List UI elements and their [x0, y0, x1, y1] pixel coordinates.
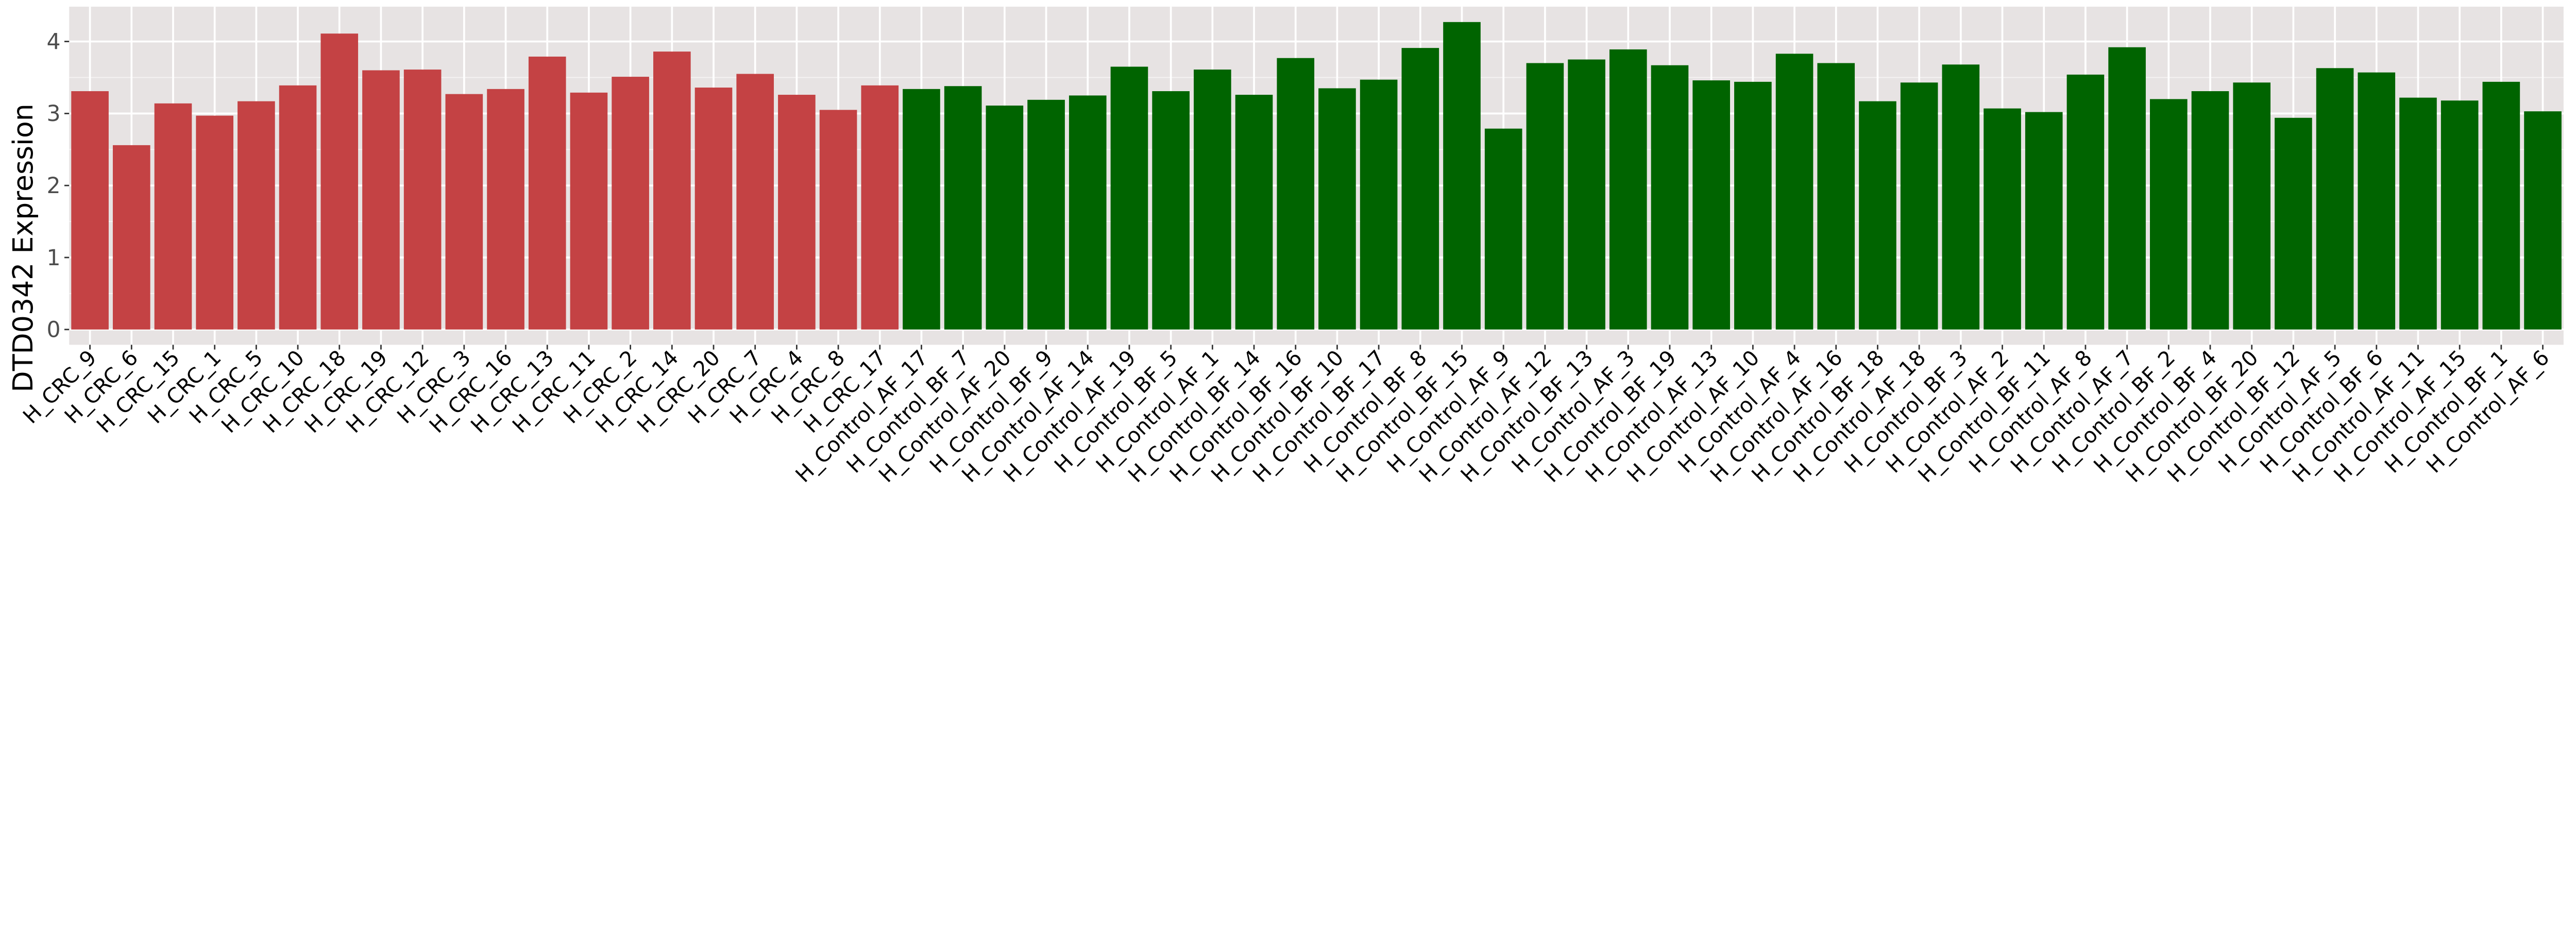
y-axis-label: DTD0342 Expression [7, 104, 39, 392]
bar-H_Control_AF_13 [1692, 80, 1730, 330]
bar-H_Control_BF_10 [1318, 88, 1356, 330]
bar-H_CRC_8 [819, 110, 857, 330]
bar-H_CRC_13 [528, 56, 566, 330]
bar-H_Control_AF_20 [986, 105, 1024, 330]
bar-H_Control_AF_14 [1069, 95, 1107, 330]
bar-H_CRC_19 [362, 70, 400, 330]
bar-H_Control_AF_11 [2399, 97, 2437, 330]
bar-H_CRC_4 [778, 95, 816, 330]
bar-H_Control_BF_1 [2482, 81, 2520, 330]
bar-H_CRC_2 [612, 77, 649, 330]
bar-H_Control_AF_8 [2066, 74, 2105, 330]
bar-H_Control_BF_9 [1027, 99, 1065, 330]
bar-H_Control_BF_4 [2191, 91, 2229, 330]
bar-H_Control_BF_19 [1651, 65, 1689, 330]
bar-H_Control_BF_14 [1235, 95, 1273, 330]
bar-H_Control_BF_5 [1152, 91, 1190, 330]
bar-H_CRC_16 [487, 89, 524, 330]
bar-H_Control_AF_6 [2524, 111, 2562, 330]
bar-H_CRC_14 [653, 52, 691, 330]
bar-H_Control_AF_4 [1775, 54, 1814, 330]
bar-H_Control_BF_12 [2275, 117, 2312, 330]
y-tick-label: 0 [46, 317, 60, 343]
bar-H_Control_AF_7 [2108, 47, 2146, 330]
bar-H_Control_BF_17 [1360, 79, 1398, 330]
x-axis: H_CRC_9H_CRC_6H_CRC_15H_CRC_1H_CRC_5H_CR… [18, 345, 2554, 487]
bar-H_CRC_3 [445, 94, 483, 330]
bar-H_CRC_1 [196, 115, 233, 330]
bar-chart: 0 1 2 3 4 H_CRC_9H_CRC_6H_CRC_15H_CRC_1H_CRC… [7, 6, 2564, 487]
bars [71, 22, 2562, 330]
bar-H_Control_AF_5 [2316, 68, 2354, 330]
bar-H_CRC_11 [570, 92, 608, 330]
bar-H_CRC_12 [403, 70, 442, 330]
y-tick-label: 2 [46, 173, 60, 199]
bar-H_Control_BF_13 [1568, 59, 1605, 330]
bar-H_CRC_17 [861, 85, 899, 330]
bar-H_Control_BF_8 [1401, 48, 1439, 330]
bar-H_Control_BF_16 [1277, 58, 1315, 330]
bar-H_Control_AF_19 [1110, 66, 1148, 330]
y-tick-label: 1 [46, 245, 60, 271]
bar-H_Control_AF_12 [1526, 63, 1564, 330]
bar-H_CRC_6 [112, 145, 150, 330]
bar-H_Control_AF_16 [1817, 63, 1855, 330]
bar-H_Control_AF_10 [1734, 81, 1772, 330]
bar-H_Control_AF_2 [1984, 108, 2021, 330]
bar-H_Control_BF_18 [1859, 101, 1896, 330]
y-tick-label: 4 [46, 29, 60, 55]
bar-H_CRC_7 [736, 74, 774, 330]
bar-H_CRC_9 [71, 91, 109, 330]
bar-H_CRC_20 [694, 88, 733, 330]
plot-panel [69, 6, 2564, 345]
bar-H_CRC_5 [238, 101, 275, 330]
bar-H_Control_AF_18 [1900, 82, 1938, 330]
y-axis: 0 1 2 3 4 [46, 29, 70, 343]
bar-H_Control_BF_3 [1942, 64, 1980, 330]
bar-H_Control_AF_3 [1609, 49, 1647, 330]
bar-H_CRC_10 [279, 85, 317, 330]
y-tick-label: 3 [46, 101, 60, 127]
bar-H_Control_AF_9 [1484, 128, 1522, 330]
bar-H_CRC_18 [320, 33, 359, 330]
bar-H_Control_AF_17 [903, 89, 940, 330]
bar-H_Control_BF_20 [2233, 82, 2271, 330]
bar-H_Control_BF_15 [1443, 22, 1481, 330]
bar-H_Control_BF_6 [2358, 72, 2396, 330]
bar-H_Control_BF_7 [944, 86, 982, 330]
bar-H_Control_BF_2 [2149, 99, 2188, 330]
bar-H_Control_AF_1 [1194, 70, 1231, 330]
bar-H_Control_AF_15 [2441, 100, 2479, 330]
bar-H_CRC_15 [154, 103, 192, 330]
bar-H_Control_BF_11 [2025, 112, 2063, 330]
